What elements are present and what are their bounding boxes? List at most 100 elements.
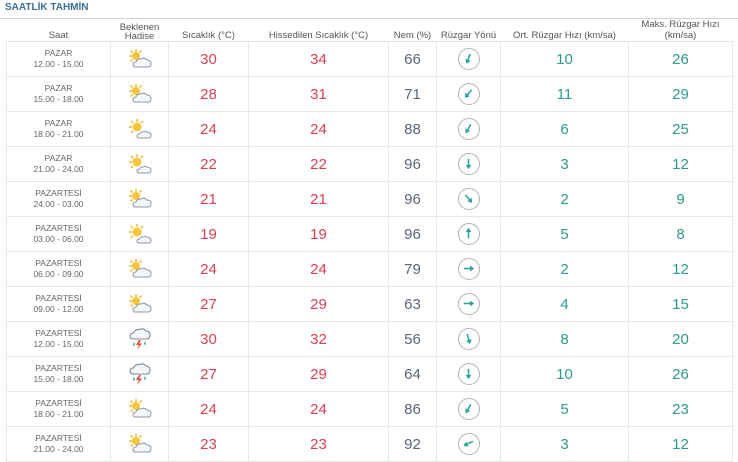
wind-direction-arrow-icon xyxy=(457,398,480,420)
wind-direction-cell xyxy=(436,111,501,147)
max-wind-speed-value: 23 xyxy=(628,391,733,427)
avg-wind-speed-value: 3 xyxy=(500,426,629,462)
avg-wind-speed-value: 2 xyxy=(500,251,629,287)
header-nem: Nem (%) xyxy=(388,19,437,42)
wind-direction-cell xyxy=(436,286,501,322)
humidity-value: 63 xyxy=(388,286,437,322)
table-row: PAZAR 21.00 - 24.00 22 22 96 3 12 xyxy=(6,146,733,182)
thunderstorm-icon xyxy=(110,356,169,392)
avg-wind-speed-value: 10 xyxy=(500,41,629,77)
humidity-value: 92 xyxy=(388,426,437,462)
partly-cloudy-icon xyxy=(110,391,169,427)
temperature-value: 28 xyxy=(168,76,249,112)
avg-wind-speed-value: 8 xyxy=(500,321,629,357)
humidity-value: 71 xyxy=(388,76,437,112)
temperature-value: 24 xyxy=(168,391,249,427)
humidity-value: 96 xyxy=(388,216,437,252)
avg-wind-speed-value: 6 xyxy=(500,111,629,147)
time-range: 21.00 - 24.00 xyxy=(33,164,84,174)
day-label: PAZAR xyxy=(44,83,73,93)
time-range: 12.00 - 15.00 xyxy=(33,59,84,69)
time-range: 18.00 - 21.00 xyxy=(33,409,84,419)
humidity-value: 79 xyxy=(388,251,437,287)
header-hadise-line2: Hadise xyxy=(124,31,155,42)
time-range: 18.00 - 21.00 xyxy=(33,129,84,139)
header-sicaklik: Sıcaklık (°C) xyxy=(168,19,249,42)
temperature-value: 22 xyxy=(168,146,249,182)
table-row: PAZARTESİ 09.00 - 12.00 27 29 63 4 15 xyxy=(6,286,733,322)
table-row: PAZARTESİ 18.00 - 21.00 24 24 86 5 23 xyxy=(6,391,733,427)
wind-direction-arrow-icon xyxy=(457,223,480,245)
feels-like-value: 29 xyxy=(248,356,389,392)
day-label: PAZARTESİ xyxy=(35,223,82,233)
temperature-value: 30 xyxy=(168,321,249,357)
mostly-sunny-icon xyxy=(110,216,169,252)
time-cell: PAZAR 21.00 - 24.00 xyxy=(6,146,111,182)
partly-cloudy-icon xyxy=(110,181,169,217)
humidity-value: 66 xyxy=(388,41,437,77)
wind-direction-arrow-icon xyxy=(457,258,480,280)
time-cell: PAZARTESİ 09.00 - 12.00 xyxy=(6,286,111,322)
max-wind-speed-value: 26 xyxy=(628,41,733,77)
wind-direction-cell xyxy=(436,181,501,217)
day-label: PAZARTESİ xyxy=(35,363,82,373)
max-wind-speed-value: 20 xyxy=(628,321,733,357)
day-label: PAZARTESİ xyxy=(35,258,82,268)
max-wind-speed-value: 9 xyxy=(628,181,733,217)
avg-wind-speed-value: 5 xyxy=(500,391,629,427)
time-cell: PAZARTESİ 06.00 - 09.00 xyxy=(6,251,111,287)
day-label: PAZAR xyxy=(44,48,73,58)
feels-like-value: 21 xyxy=(248,181,389,217)
time-range: 09.00 - 12.00 xyxy=(33,304,84,314)
feels-like-value: 34 xyxy=(248,41,389,77)
wind-direction-cell xyxy=(436,356,501,392)
time-range: 21.00 - 24.00 xyxy=(33,444,84,454)
day-label: PAZAR xyxy=(44,153,73,163)
max-wind-speed-value: 12 xyxy=(628,146,733,182)
header-hissedilen: Hissedilen Sıcaklık (°C) xyxy=(248,19,389,42)
header-ort-ruzgar: Ort. Rüzgar Hızı (km/sa) xyxy=(500,19,629,42)
thunderstorm-icon xyxy=(110,321,169,357)
time-cell: PAZARTESİ 15.00 - 18.00 xyxy=(6,356,111,392)
avg-wind-speed-value: 4 xyxy=(500,286,629,322)
wind-direction-cell xyxy=(436,321,501,357)
time-cell: PAZAR 18.00 - 21.00 xyxy=(6,111,111,147)
max-wind-speed-value: 8 xyxy=(628,216,733,252)
partly-cloudy-icon xyxy=(110,251,169,287)
wind-direction-arrow-icon xyxy=(457,153,480,175)
humidity-value: 86 xyxy=(388,391,437,427)
table-row: PAZARTESİ 21.00 - 24.00 23 23 92 3 12 xyxy=(6,426,733,462)
temperature-value: 21 xyxy=(168,181,249,217)
feels-like-value: 24 xyxy=(248,111,389,147)
wind-direction-arrow-icon xyxy=(457,293,480,315)
feels-like-value: 29 xyxy=(248,286,389,322)
hourly-forecast-table: Saat Beklenen Hadise Sıcaklık (°C) Hisse… xyxy=(6,19,733,462)
feels-like-value: 24 xyxy=(248,251,389,287)
time-range: 06.00 - 09.00 xyxy=(33,269,84,279)
partly-cloudy-icon xyxy=(110,286,169,322)
feels-like-value: 24 xyxy=(248,391,389,427)
wind-direction-cell xyxy=(436,216,501,252)
table-row: PAZAR 15.00 - 18.00 28 31 71 11 29 xyxy=(6,76,733,112)
avg-wind-speed-value: 3 xyxy=(500,146,629,182)
partly-cloudy-icon xyxy=(110,76,169,112)
wind-direction-arrow-icon xyxy=(457,188,480,210)
max-wind-speed-value: 15 xyxy=(628,286,733,322)
section-title: SAATLİK TAHMİN xyxy=(0,0,738,19)
temperature-value: 30 xyxy=(168,41,249,77)
time-cell: PAZARTESİ 18.00 - 21.00 xyxy=(6,391,111,427)
wind-direction-cell xyxy=(436,76,501,112)
feels-like-value: 19 xyxy=(248,216,389,252)
temperature-value: 24 xyxy=(168,111,249,147)
day-label: PAZARTESİ xyxy=(35,433,82,443)
day-label: PAZAR xyxy=(44,118,73,128)
table-row: PAZARTESİ 15.00 - 18.00 27 29 64 10 26 xyxy=(6,356,733,392)
partly-cloudy-icon xyxy=(110,426,169,462)
table-row: PAZAR 18.00 - 21.00 24 24 88 6 25 xyxy=(6,111,733,147)
time-cell: PAZARTESİ 24.00 - 03.00 xyxy=(6,181,111,217)
temperature-value: 24 xyxy=(168,251,249,287)
header-hadise-line1: Beklenen xyxy=(119,22,160,33)
humidity-value: 56 xyxy=(388,321,437,357)
max-wind-speed-value: 29 xyxy=(628,76,733,112)
table-row: PAZARTESİ 06.00 - 09.00 24 24 79 2 12 xyxy=(6,251,733,287)
